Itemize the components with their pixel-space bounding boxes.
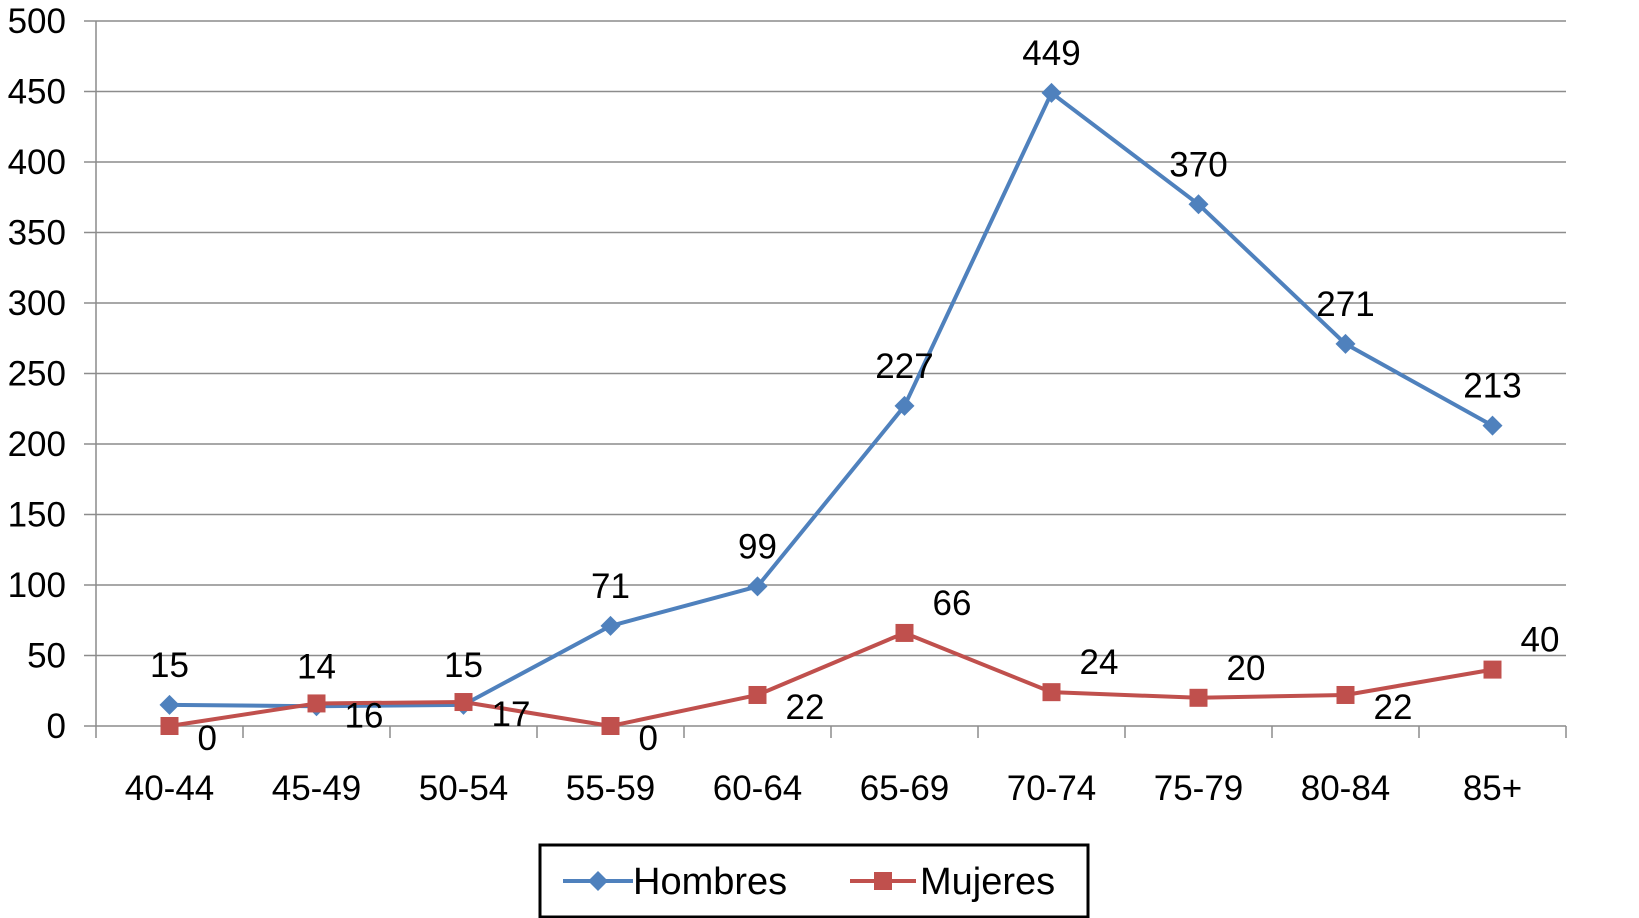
data-point-hombres (159, 694, 180, 715)
x-tick-label: 85+ (1463, 769, 1522, 808)
data-label-hombres: 227 (875, 347, 933, 386)
x-tick-label: 55-59 (566, 769, 656, 808)
data-label-hombres: 449 (1022, 34, 1080, 73)
series-line-mujeres (169, 630, 1493, 728)
x-tick-label: 45-49 (272, 769, 362, 808)
data-point-hombres (1482, 415, 1503, 436)
y-tick-label: 450 (8, 73, 66, 112)
x-tick-label: 50-54 (419, 769, 509, 808)
data-label-hombres: 15 (150, 646, 189, 685)
data-label-mujeres: 0 (639, 719, 658, 758)
y-tick-label: 300 (8, 284, 66, 323)
legend: Hombres Mujeres (538, 843, 1090, 918)
legend-label-mujeres: Mujeres (920, 861, 1055, 903)
data-point-hombres (894, 395, 915, 416)
data-label-mujeres: 22 (1374, 688, 1413, 727)
data-label-hombres: 213 (1463, 367, 1521, 406)
x-tick-label: 70-74 (1007, 769, 1097, 808)
data-label-mujeres: 20 (1227, 649, 1266, 688)
data-label-mujeres: 16 (345, 696, 384, 735)
y-tick-label: 400 (8, 143, 66, 182)
data-point-mujeres (1336, 685, 1355, 704)
data-point-mujeres (160, 717, 179, 735)
y-axis-ticks: 0 50 100 150 200 250 300 350 400 450 500 (8, 2, 66, 746)
x-tick-label: 75-79 (1154, 769, 1244, 808)
data-label-mujeres: 66 (933, 584, 972, 623)
x-tick-label: 80-84 (1301, 769, 1391, 808)
x-tick-label: 60-64 (713, 769, 803, 808)
y-tick-label: 200 (8, 425, 66, 464)
data-point-mujeres (601, 717, 620, 735)
x-tick-label: 65-69 (860, 769, 950, 808)
data-label-mujeres: 17 (492, 695, 531, 734)
y-tick-label: 100 (8, 566, 66, 605)
data-point-mujeres (1189, 688, 1208, 707)
data-point-hombres (747, 576, 768, 597)
data-point-mujeres (307, 694, 326, 713)
data-label-mujeres: 40 (1521, 621, 1560, 660)
data-point-hombres (1335, 333, 1356, 354)
data-label-hombres: 14 (297, 647, 336, 686)
data-label-mujeres: 22 (786, 688, 825, 727)
data-labels: 15 14 15 71 99 227 449 370 271 213 0 16 17 0 22 66 24 20 2… (150, 34, 1559, 758)
data-label-hombres: 370 (1169, 145, 1227, 184)
data-point-mujeres (748, 685, 767, 704)
y-tick-label: 150 (8, 496, 66, 535)
data-point-mujeres (1042, 683, 1061, 702)
data-point-hombres (600, 615, 621, 636)
data-label-hombres: 271 (1316, 285, 1374, 324)
data-point-hombres (1041, 82, 1062, 103)
data-point-mujeres (1483, 660, 1502, 679)
y-tick-label: 0 (47, 707, 66, 746)
series-layer (159, 82, 1503, 735)
data-label-mujeres: 0 (198, 719, 217, 758)
series-line-hombres (169, 90, 1494, 709)
data-point-mujeres (454, 693, 473, 712)
x-tick-label: 40-44 (125, 769, 215, 808)
data-label-hombres: 15 (444, 646, 483, 685)
data-label-hombres: 71 (591, 567, 630, 606)
y-tick-label: 50 (27, 637, 66, 676)
data-point-hombres (1188, 194, 1209, 215)
y-tick-label: 350 (8, 214, 66, 253)
axes (84, 20, 1567, 738)
data-label-mujeres: 24 (1080, 643, 1119, 682)
x-axis-ticks: 40-44 45-49 50-54 55-59 60-64 65-69 70-74 75-79… (125, 769, 1522, 808)
legend-label-hombres: Hombres (633, 861, 787, 903)
legend-marker-hombres (588, 871, 608, 891)
y-tick-label: 250 (8, 355, 66, 394)
gridlines (96, 20, 1566, 657)
legend-marker-mujeres (874, 872, 892, 890)
data-label-hombres: 99 (738, 527, 777, 566)
y-tick-label: 500 (8, 2, 66, 41)
data-point-mujeres (895, 623, 914, 642)
